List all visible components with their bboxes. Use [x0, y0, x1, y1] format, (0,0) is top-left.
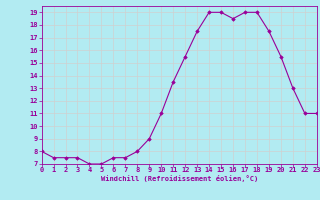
X-axis label: Windchill (Refroidissement éolien,°C): Windchill (Refroidissement éolien,°C) — [100, 175, 258, 182]
